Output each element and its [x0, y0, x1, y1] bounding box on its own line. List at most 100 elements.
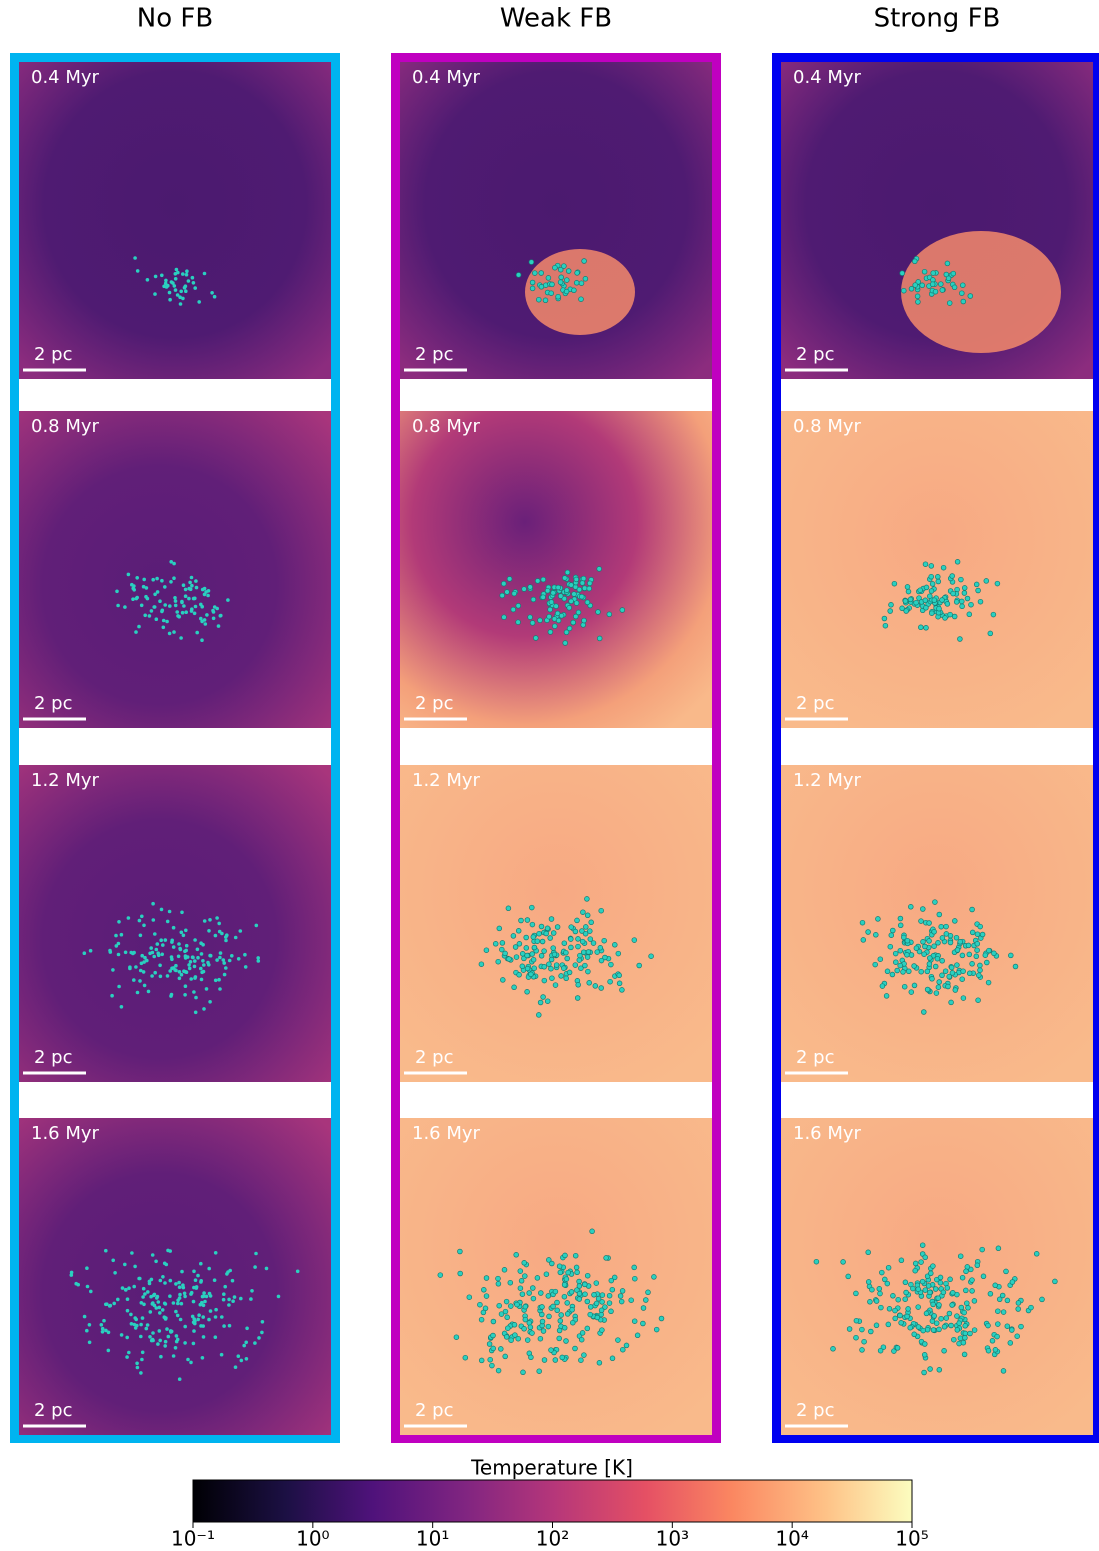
- star-particle: [522, 1316, 529, 1323]
- star-particle: [161, 1275, 165, 1279]
- star-particle: [536, 1368, 542, 1374]
- star-particle: [923, 1310, 930, 1317]
- star-particle: [169, 580, 173, 584]
- star-particle: [953, 599, 960, 605]
- star-particle: [541, 948, 547, 954]
- star-particle: [948, 964, 955, 971]
- star-particle: [619, 1288, 626, 1294]
- star-particle: [580, 909, 586, 915]
- star-particle: [212, 294, 217, 299]
- star-particle: [949, 573, 955, 579]
- star-particle: [527, 584, 533, 590]
- star-particle: [918, 1259, 924, 1265]
- star-particle: [140, 1316, 145, 1320]
- star-particle: [148, 1335, 152, 1339]
- star-particle: [521, 1260, 527, 1266]
- panel-image: [781, 1118, 1093, 1435]
- star-particle: [150, 974, 154, 978]
- star-particle: [166, 283, 170, 288]
- star-particle: [540, 576, 547, 583]
- star-particle: [168, 297, 172, 302]
- star-particle: [975, 997, 981, 1003]
- star-particle: [953, 934, 960, 941]
- star-particle: [163, 1339, 168, 1344]
- star-particle: [104, 1328, 108, 1333]
- star-particle: [891, 1348, 897, 1354]
- star-particle: [933, 990, 940, 996]
- star-particle: [602, 1304, 608, 1310]
- star-particle: [550, 945, 556, 951]
- star-particle: [505, 905, 512, 912]
- star-particle: [547, 606, 553, 613]
- star-particle: [946, 973, 952, 980]
- star-particle: [171, 1301, 176, 1305]
- star-particle: [548, 916, 555, 922]
- star-particle: [931, 1313, 937, 1319]
- star-particle: [973, 953, 980, 960]
- star-particle: [483, 1275, 490, 1281]
- star-particle: [658, 1315, 665, 1322]
- star-particle: [557, 279, 564, 285]
- star-particle: [962, 1335, 968, 1341]
- star-particle: [144, 586, 149, 590]
- star-particle: [583, 924, 589, 930]
- star-particle: [564, 587, 570, 593]
- star-particle: [194, 579, 198, 583]
- star-particle: [813, 1258, 820, 1265]
- star-particle: [578, 1336, 585, 1343]
- star-particle: [543, 930, 549, 937]
- star-particle: [640, 1320, 646, 1327]
- star-particle: [584, 954, 591, 960]
- star-particle: [900, 969, 906, 975]
- star-particle: [888, 932, 895, 938]
- star-particle: [538, 270, 544, 276]
- star-particle: [568, 1289, 575, 1295]
- star-particle: [572, 962, 579, 968]
- star-particle: [528, 971, 534, 978]
- star-particle: [884, 1280, 891, 1287]
- star-particle: [177, 942, 181, 946]
- star-particle: [538, 284, 545, 290]
- star-particle: [575, 936, 581, 942]
- star-particle: [132, 1284, 136, 1289]
- star-particle: [587, 1311, 593, 1318]
- star-particle: [564, 569, 571, 576]
- star-particle: [598, 1307, 605, 1314]
- panel: 1.2 Myr 2 pc: [400, 765, 712, 1082]
- star-particle: [165, 919, 170, 924]
- star-particle: [521, 1326, 527, 1332]
- star-particle: [194, 1285, 199, 1289]
- star-particle: [183, 587, 188, 592]
- star-particle: [860, 937, 867, 943]
- star-particle: [873, 1322, 880, 1329]
- star-particle: [948, 1322, 954, 1329]
- star-particle: [566, 625, 573, 632]
- star-particle: [548, 290, 554, 296]
- star-particle: [135, 1361, 139, 1366]
- star-particle: [193, 959, 197, 963]
- star-particle: [901, 983, 908, 990]
- star-particle: [149, 1277, 154, 1282]
- star-particle: [129, 950, 133, 955]
- star-particle: [524, 989, 530, 995]
- star-particle: [969, 929, 976, 936]
- star-particle: [163, 281, 168, 286]
- star-particle: [168, 1329, 173, 1333]
- star-particle: [859, 919, 866, 926]
- star-particle: [890, 1293, 896, 1299]
- star-particle: [984, 959, 990, 966]
- star-particle: [134, 965, 138, 969]
- star-particle: [887, 943, 894, 950]
- star-particle: [556, 1335, 562, 1342]
- star-particle: [959, 976, 965, 982]
- star-particle: [201, 1315, 205, 1319]
- star-particle: [202, 919, 207, 923]
- time-label: 1.2 Myr: [793, 770, 862, 791]
- star-particle: [260, 1330, 264, 1335]
- star-particle: [963, 1268, 969, 1275]
- star-particle: [217, 921, 221, 926]
- star-particle: [581, 258, 587, 264]
- star-particle: [546, 1313, 552, 1320]
- star-particle: [480, 1309, 487, 1316]
- star-particle: [114, 944, 119, 948]
